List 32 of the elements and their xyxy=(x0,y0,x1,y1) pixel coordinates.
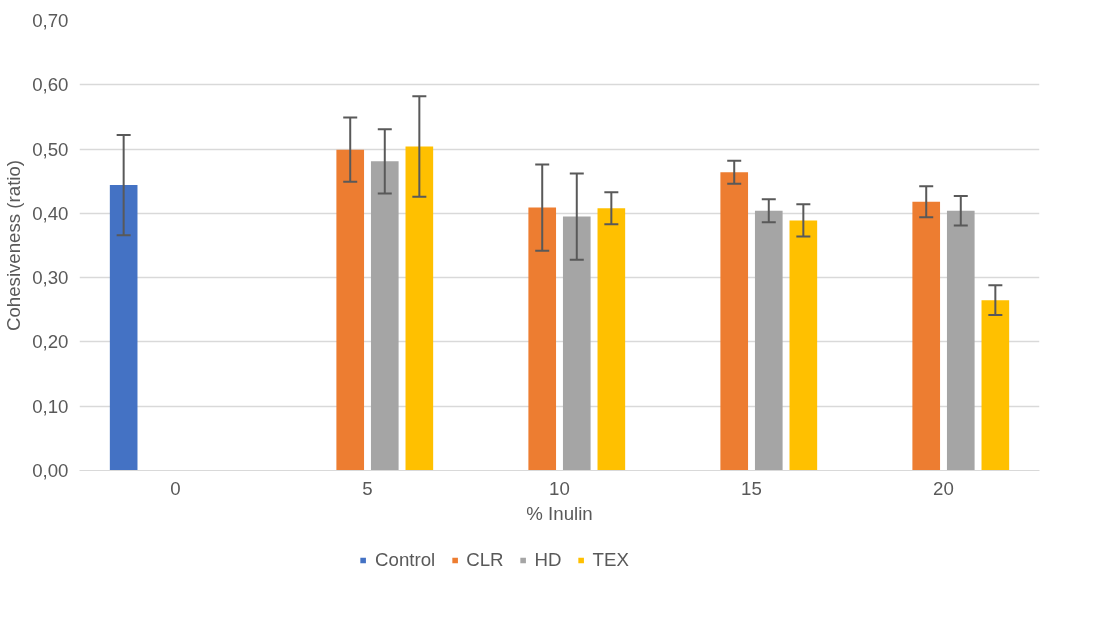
legend-label: HD xyxy=(534,549,562,571)
bar xyxy=(370,161,399,471)
bar xyxy=(720,172,749,471)
y-tick-label: 0,10 xyxy=(32,395,69,417)
y-tick-label: 0,00 xyxy=(32,460,69,481)
y-tick-label: 0,30 xyxy=(32,267,69,289)
bar xyxy=(405,146,434,471)
y-tick-label: 0,20 xyxy=(32,331,69,353)
legend-label: TEX xyxy=(592,549,629,571)
x-axis-title: % Inulin xyxy=(526,502,593,524)
legend-label: Control xyxy=(375,549,436,571)
legend-label: CLR xyxy=(466,549,504,571)
bar xyxy=(562,216,591,471)
y-tick-label: 0,50 xyxy=(32,138,69,160)
y-tick-label: 0,40 xyxy=(32,202,69,224)
bar xyxy=(597,208,626,471)
x-tick-label: 5 xyxy=(362,477,373,499)
bar xyxy=(754,210,783,471)
x-tick-label: 20 xyxy=(933,477,954,499)
y-tick-label: 0,60 xyxy=(32,74,69,96)
y-tick-label: 0,70 xyxy=(32,10,69,31)
bar xyxy=(981,300,1010,471)
bar xyxy=(336,149,365,471)
bar xyxy=(109,185,138,471)
bar xyxy=(789,220,818,471)
bar xyxy=(912,201,941,471)
x-tick-label: 15 xyxy=(741,477,762,499)
bar xyxy=(528,207,557,471)
y-axis-title: Cohesiveness (ratio) xyxy=(3,159,25,332)
bar xyxy=(946,210,975,471)
x-tick-label: 0 xyxy=(170,477,181,499)
x-tick-label: 10 xyxy=(549,477,570,499)
